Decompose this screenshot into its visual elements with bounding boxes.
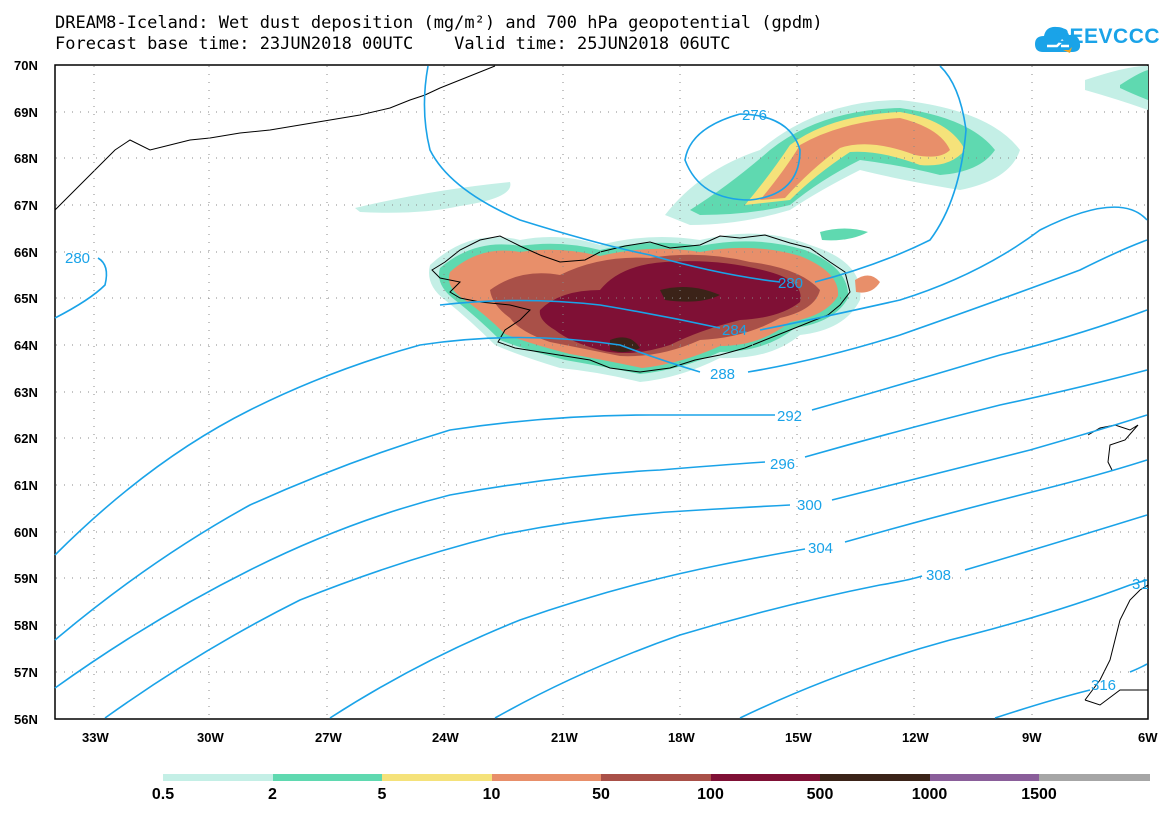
lon-label: 33W <box>82 730 109 745</box>
lat-label: 70N <box>14 58 38 73</box>
contour-label-292: 292 <box>777 408 802 425</box>
legend-label: 1500 <box>1021 786 1057 803</box>
contour-label-288: 288 <box>710 366 735 383</box>
geopotential-contours <box>54 65 1148 719</box>
lat-label: 61N <box>14 478 38 493</box>
legend-label: 2 <box>268 786 277 803</box>
legend-label: 100 <box>697 786 724 803</box>
legend-label: 1000 <box>911 786 948 803</box>
scotland-coastline <box>1084 584 1149 706</box>
legend-color-box <box>929 774 1040 781</box>
legend-label: 5 <box>377 786 387 803</box>
lon-label: 15W <box>785 730 812 745</box>
contour-label-31x: 31 <box>1132 576 1149 593</box>
contour-label-276: 276 <box>742 107 767 124</box>
lon-label: 6W <box>1138 730 1158 745</box>
lat-label: 59N <box>14 571 38 586</box>
contour-labels: 276 280 280 284 288 292 296 300 304 308 … <box>65 107 1149 694</box>
legend-label: 50 <box>592 786 610 803</box>
legend-color-box <box>710 774 821 781</box>
lat-label: 68N <box>14 151 38 166</box>
cloud-icon <box>1035 26 1081 53</box>
contour-label-284: 284 <box>722 322 747 339</box>
graticule <box>56 66 1147 719</box>
lon-label: 12W <box>902 730 929 745</box>
legend-color-box <box>601 774 712 781</box>
legend-label: 0.5 <box>151 786 175 803</box>
map-subtitle-times: Forecast base time: 23JUN2018 00UTC Vali… <box>55 34 731 54</box>
lon-label: 21W <box>551 730 578 745</box>
greenland-coastline <box>54 65 496 211</box>
legend-label: 500 <box>806 786 834 803</box>
lon-label: 27W <box>315 730 342 745</box>
lon-label: 18W <box>668 730 695 745</box>
lat-label: 58N <box>14 618 38 633</box>
contour-label-300: 300 <box>797 497 822 514</box>
faroe-islands-coastline <box>1087 424 1139 471</box>
lat-label: 60N <box>14 525 38 540</box>
dust-plume-north <box>355 65 1148 241</box>
legend-color-box <box>491 774 602 781</box>
contour-label-308: 308 <box>926 567 951 584</box>
lat-label: 69N <box>14 105 38 120</box>
map-title: DREAM8-Iceland: Wet dust deposition (mg/… <box>55 13 823 33</box>
contour-label-296: 296 <box>770 456 795 473</box>
contour-label-316: 316 <box>1091 677 1116 694</box>
lat-label: 56N <box>14 712 38 727</box>
latitude-labels: 70N 69N 68N 67N 66N 65N 64N 63N 62N 61N … <box>14 58 38 727</box>
contour-label-280-west: 280 <box>65 250 90 267</box>
lat-label: 57N <box>14 665 38 680</box>
legend-color-box <box>382 774 493 781</box>
lon-label: 30W <box>197 730 224 745</box>
lat-label: 67N <box>14 198 38 213</box>
legend-color-box <box>163 774 274 781</box>
contour-label-304: 304 <box>808 540 833 557</box>
legend-color-box <box>1039 774 1150 781</box>
lat-label: 66N <box>14 245 38 260</box>
lat-label: 62N <box>14 431 38 446</box>
legend-label: 10 <box>482 786 501 803</box>
legend-color-box <box>820 774 931 781</box>
lat-label: 63N <box>14 385 38 400</box>
lat-label: 64N <box>14 338 38 353</box>
lon-label: 24W <box>432 730 459 745</box>
lat-label: 65N <box>14 291 38 306</box>
seevccc-logo-text: SEEVCCC <box>1055 25 1161 48</box>
longitude-labels: 33W 30W 27W 24W 21W 18W 15W 12W 9W 6W <box>82 730 1158 745</box>
contour-label-280-east: 280 <box>778 275 803 292</box>
legend-color-box <box>272 774 383 781</box>
lon-label: 9W <box>1022 730 1042 745</box>
